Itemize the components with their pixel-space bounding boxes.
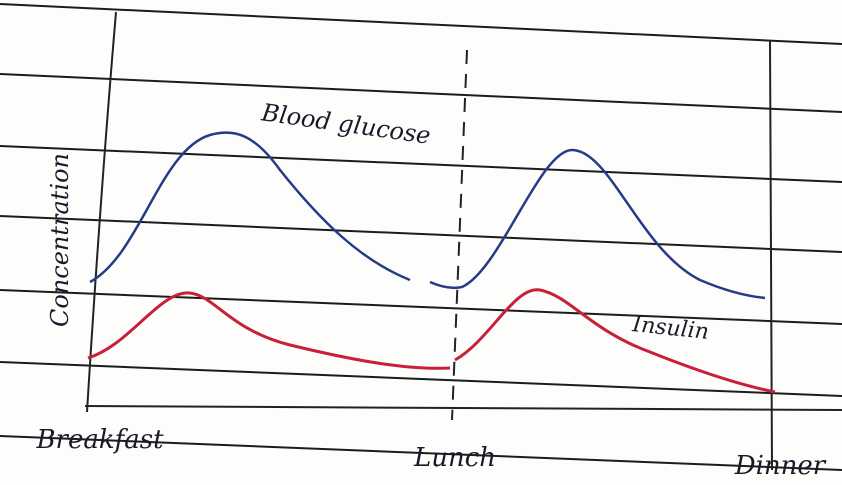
sketch: Blood glucose Insulin Concentration Brea… — [0, 0, 842, 485]
y-axis-label: Concentration — [46, 153, 74, 327]
x-label: Lunch — [413, 443, 496, 473]
x-label: Breakfast — [35, 425, 164, 455]
x-label: Dinner — [734, 451, 827, 481]
